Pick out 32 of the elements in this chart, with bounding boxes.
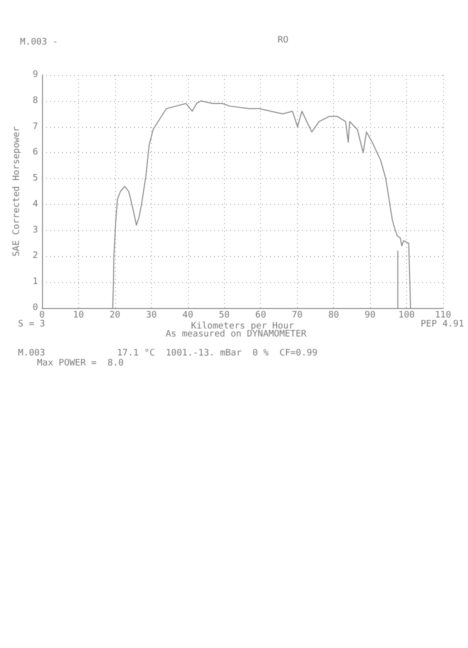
x-tick-label: 50: [218, 310, 230, 320]
text: 17.1 °C 1001.-13. mBar 0 % CF=0.99: [117, 348, 318, 358]
x-tick-label: 60: [255, 310, 266, 320]
y-tick-label: 0: [32, 303, 38, 313]
y-tick-label: 9: [32, 70, 38, 80]
x-tick-label: 80: [328, 310, 340, 320]
x-tick-label: 30: [146, 310, 157, 320]
x-tick-label: 40: [182, 310, 194, 320]
x-tick-label: 0: [39, 310, 45, 320]
y-tick-label: 4: [32, 199, 38, 210]
x-tick-label: 20: [109, 310, 120, 320]
text: M.003 -: [20, 38, 58, 48]
text: M.003: [18, 348, 46, 358]
y-tick-label: 6: [32, 148, 38, 158]
y-axis-title: SAE Corrected Horsepower: [12, 126, 22, 257]
x-tick-label: 110: [434, 310, 452, 320]
x-tick-label: 10: [73, 310, 84, 320]
y-tick-label: 7: [32, 122, 38, 132]
x-tick-label: 90: [364, 310, 376, 320]
text: As measured on DYNAMOMETER: [166, 330, 308, 340]
text: Max POWER = 8.0: [37, 358, 124, 368]
y-tick-label: 1: [32, 277, 38, 288]
text: S = 3: [18, 320, 46, 330]
x-axis-title: Kilometers per Hour: [191, 322, 295, 332]
text: PEP 4.91: [420, 320, 464, 330]
text: RO: [278, 36, 288, 46]
y-tick-label: 2: [32, 251, 38, 262]
x-tick-label: 100: [398, 310, 415, 320]
y-tick-label: 3: [32, 225, 38, 236]
x-tick-label: 70: [292, 310, 303, 320]
y-tick-label: 8: [32, 96, 38, 106]
y-tick-label: 5: [32, 174, 38, 184]
